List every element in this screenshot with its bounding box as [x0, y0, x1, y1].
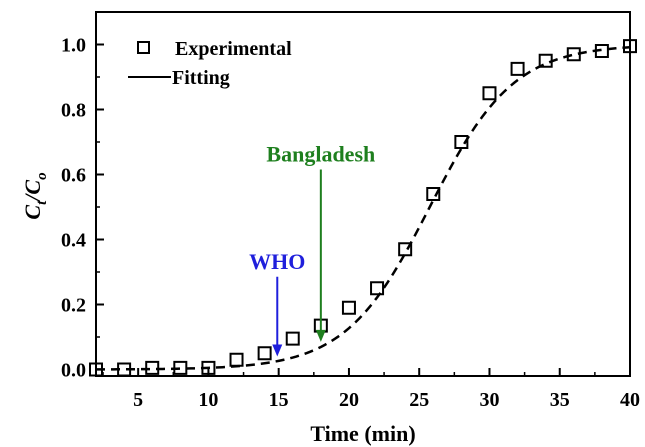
annotation-label: WHO [249, 249, 305, 274]
x-tick-label: 25 [409, 389, 429, 411]
experimental-point [398, 242, 413, 257]
experimental-point [145, 360, 160, 375]
experimental-point [482, 86, 497, 101]
x-tick-label: 5 [133, 389, 143, 411]
experimental-point [341, 300, 356, 315]
experimental-point [201, 360, 216, 375]
x-tick-label: 15 [269, 389, 289, 411]
legend-label-fitting: Fitting [172, 67, 230, 89]
y-tick-label: 0.4 [61, 230, 86, 252]
y-axis-title-sub1: t [34, 200, 50, 205]
annotations: WHO Bangladesh [249, 142, 375, 357]
experimental-point [117, 362, 132, 377]
y-axis-title-base: C [20, 205, 45, 220]
y-tick-label: 0.8 [61, 100, 86, 122]
experimental-point [426, 187, 441, 201]
annotation-label: Bangladesh [266, 142, 375, 167]
experimental-point [229, 352, 244, 367]
experimental-point [370, 281, 385, 296]
fitting-curve [95, 45, 631, 371]
y-tick-label: 0.6 [61, 165, 86, 187]
y-tick-label: 0.2 [61, 295, 86, 317]
y-axis-title-sub2: o [34, 172, 50, 180]
experimental-point [285, 331, 300, 346]
experimental-point [454, 135, 469, 149]
x-tick-label: 35 [550, 389, 570, 411]
legend-marker-experimental [137, 41, 150, 54]
experimental-point [566, 47, 581, 62]
x-tick-label: 30 [479, 389, 499, 411]
experimental-point [594, 44, 609, 58]
x-tick-label: 40 [620, 389, 640, 411]
x-tick-label: 10 [198, 389, 218, 411]
experimental-markers [89, 39, 637, 377]
experimental-point [89, 362, 103, 377]
experimental-point [510, 61, 525, 76]
experimental-point [623, 39, 637, 54]
legend-label-experimental: Experimental [175, 38, 292, 60]
experimental-point [173, 360, 188, 375]
fitting-curve-layer [95, 45, 631, 371]
x-tick-label: 20 [339, 389, 359, 411]
y-axis-title-sep: /C [20, 180, 45, 203]
annotation-arrow-head [315, 329, 326, 342]
x-axis-title: Time (min) [310, 421, 415, 446]
y-axis-title: Ct/Co [20, 172, 50, 219]
plot-frame [95, 11, 631, 377]
annotation-arrow-head [272, 344, 283, 357]
experimental-point [538, 53, 553, 68]
y-tick-label: 0.0 [61, 360, 86, 382]
experimental-point [257, 346, 272, 361]
legend: Experimental Fitting [128, 38, 292, 89]
tick-labels: 5 10 15 20 25 30 35 40 0.0 0.2 0.4 0.6 0.8 1.0 [61, 35, 640, 412]
y-tick-label: 1.0 [61, 35, 86, 57]
